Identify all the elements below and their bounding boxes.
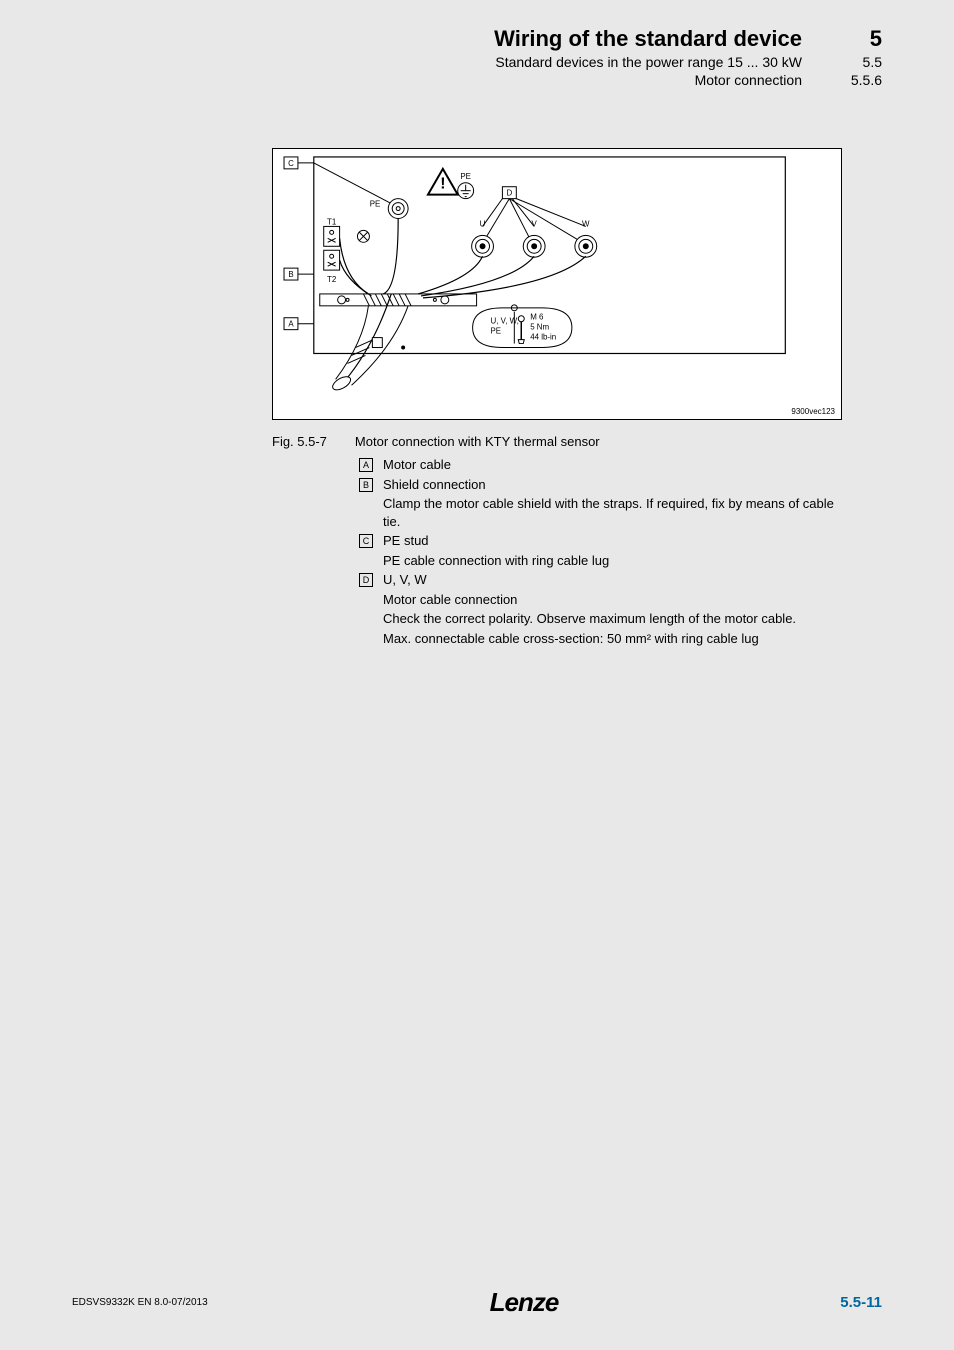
legend-c-title: PE stud: [383, 532, 429, 550]
header-title: Wiring of the standard device: [494, 26, 802, 52]
footer-document-id: EDSVS9332K EN 8.0-07/2013: [72, 1297, 208, 1308]
legend-d-desc1: Motor cable connection: [383, 591, 839, 609]
wiring-diagram: C B A D !: [272, 148, 842, 420]
diagram-reference: 9300vec123: [791, 407, 835, 416]
legend-d-desc2: Check the correct polarity. Observe maxi…: [383, 610, 839, 628]
header-section-num-1: 5.5: [842, 54, 882, 70]
svg-text:5 Nm: 5 Nm: [530, 323, 549, 332]
legend: A Motor cable B Shield connection Clamp …: [359, 456, 839, 649]
legend-letter-c: C: [359, 534, 373, 548]
legend-item-b: B Shield connection: [359, 476, 839, 494]
header-section-num-2: 5.5.6: [842, 72, 882, 88]
legend-b-desc: Clamp the motor cable shield with the st…: [383, 495, 839, 530]
legend-item-a: A Motor cable: [359, 456, 839, 474]
legend-d-title: U, V, W: [383, 571, 427, 589]
legend-letter-d: D: [359, 573, 373, 587]
legend-d-desc3: Max. connectable cable cross-section: 50…: [383, 630, 839, 648]
figure-caption: Motor connection with KTY thermal sensor: [355, 434, 600, 449]
svg-text:PE: PE: [490, 327, 501, 336]
page-container: Wiring of the standard device 5 Standard…: [72, 0, 882, 1350]
svg-text:C: C: [288, 159, 294, 168]
svg-text:PE: PE: [460, 172, 471, 181]
footer-logo: Lenze: [490, 1287, 559, 1318]
header-subtitle-2: Motor connection: [695, 72, 802, 88]
legend-c-desc: PE cable connection with ring cable lug: [383, 552, 839, 570]
svg-text:A: A: [288, 320, 294, 329]
svg-text:T1: T1: [327, 217, 337, 226]
header-chapter: 5: [842, 26, 882, 52]
svg-text:!: !: [440, 176, 445, 193]
page-header: Wiring of the standard device 5 Standard…: [72, 26, 882, 88]
footer-page-number: 5.5-11: [840, 1294, 882, 1311]
svg-text:W: W: [582, 219, 590, 228]
page-footer: EDSVS9332K EN 8.0-07/2013 Lenze 5.5-11: [72, 1287, 882, 1318]
legend-item-c: C PE stud: [359, 532, 839, 550]
figure-caption-row: Fig. 5.5-7 Motor connection with KTY the…: [272, 434, 600, 449]
header-subtitle-1: Standard devices in the power range 15 .…: [495, 54, 802, 70]
legend-letter-b: B: [359, 478, 373, 492]
svg-text:B: B: [288, 270, 293, 279]
figure-number: Fig. 5.5-7: [272, 434, 327, 449]
diagram-svg: C B A D !: [273, 149, 841, 419]
svg-text:D: D: [506, 189, 512, 198]
legend-a-title: Motor cable: [383, 456, 451, 474]
legend-item-d: D U, V, W: [359, 571, 839, 589]
legend-b-title: Shield connection: [383, 476, 486, 494]
legend-letter-a: A: [359, 458, 373, 472]
svg-text:T2: T2: [327, 275, 337, 284]
svg-text:PE: PE: [370, 200, 381, 209]
svg-text:44 lb-in: 44 lb-in: [530, 333, 556, 342]
svg-text:M 6: M 6: [530, 313, 544, 322]
